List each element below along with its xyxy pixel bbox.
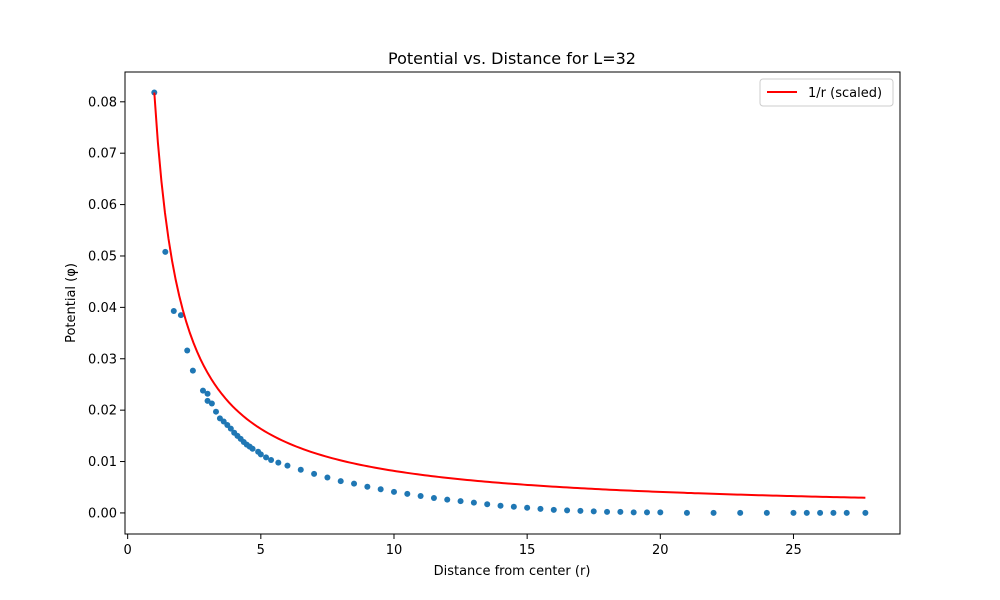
scatter-point xyxy=(643,509,650,516)
scatter-point xyxy=(204,390,211,397)
scatter-point xyxy=(324,474,331,481)
scatter-point xyxy=(351,480,358,487)
x-tick-label: 15 xyxy=(519,543,536,558)
scatter-point xyxy=(657,509,664,516)
scatter-point xyxy=(710,509,717,516)
y-tick-label: 0.00 xyxy=(88,506,117,521)
scatter-point xyxy=(297,466,304,473)
scatter-point xyxy=(843,509,850,516)
scatter-point xyxy=(390,488,397,495)
scatter-point xyxy=(337,478,344,485)
scatter-point xyxy=(162,248,169,255)
scatter-point xyxy=(550,506,557,513)
scatter-point xyxy=(377,486,384,493)
y-tick-label: 0.02 xyxy=(88,404,117,419)
y-tick-label: 0.03 xyxy=(88,352,117,367)
scatter-point xyxy=(275,459,282,466)
scatter-point xyxy=(189,367,196,374)
x-tick-label: 5 xyxy=(257,543,265,558)
x-tick-label: 20 xyxy=(652,543,669,558)
scatter-point xyxy=(170,307,177,314)
y-tick-label: 0.05 xyxy=(88,249,117,264)
scatter-point xyxy=(763,509,770,516)
scatter-point xyxy=(213,408,220,415)
scatter-point xyxy=(577,507,584,514)
y-axis-label: Potential (φ) xyxy=(64,263,79,343)
scatter-point xyxy=(184,347,191,354)
scatter-point xyxy=(484,501,491,508)
plot-area xyxy=(124,71,901,535)
scatter-point xyxy=(208,400,215,407)
scatter-point xyxy=(830,509,837,516)
scatter-point xyxy=(204,397,211,404)
scatter-point xyxy=(199,387,206,394)
x-tick-label: 25 xyxy=(785,543,802,558)
y-tick-label: 0.04 xyxy=(88,301,117,316)
scatter-point xyxy=(268,456,275,463)
x-axis: 0 5 10 15 20 25 xyxy=(124,534,802,558)
legend-entry-label: 1/r (scaled) xyxy=(808,86,882,101)
scatter-point xyxy=(564,507,571,514)
scatter-point xyxy=(364,483,371,490)
x-axis-label: Distance from center (r) xyxy=(434,564,591,579)
scatter-point xyxy=(790,509,797,516)
legend: 1/r (scaled) xyxy=(759,78,894,107)
scatter-point xyxy=(263,454,270,461)
scatter-point xyxy=(430,495,437,502)
x-tick-label: 0 xyxy=(124,543,132,558)
scatter-point xyxy=(257,451,264,458)
scatter-point xyxy=(417,492,424,499)
scatter-point xyxy=(284,462,291,469)
line-1-over-r xyxy=(153,92,866,499)
y-tick-label: 0.08 xyxy=(88,95,117,110)
x-tick-label: 10 xyxy=(386,543,403,558)
scatter-point xyxy=(683,509,690,516)
scatter-point xyxy=(737,509,744,516)
scatter-point xyxy=(590,508,597,515)
plot-frame xyxy=(124,71,901,535)
scatter-point xyxy=(497,502,504,509)
scatter-point xyxy=(537,505,544,512)
y-tick-label: 0.07 xyxy=(88,147,117,162)
scatter-point xyxy=(444,496,451,503)
scatter-point xyxy=(177,312,184,319)
legend-box xyxy=(759,78,894,107)
scatter-point xyxy=(457,498,464,505)
scatter-point xyxy=(630,509,637,516)
y-axis: 0.00 0.01 0.02 0.03 0.04 0.05 0.06 0.07 0.08 xyxy=(88,95,125,521)
scatter-series xyxy=(151,89,869,516)
scatter-point xyxy=(249,445,256,452)
chart-title: Potential vs. Distance for L=32 xyxy=(388,49,636,68)
scatter-point xyxy=(617,508,624,515)
scatter-point xyxy=(803,509,810,516)
scatter-point xyxy=(862,509,869,516)
scatter-point xyxy=(404,490,411,497)
scatter-point xyxy=(227,425,234,432)
scatter-point xyxy=(604,508,611,515)
scatter-point xyxy=(510,503,517,510)
scatter-point xyxy=(470,499,477,506)
line-series xyxy=(153,92,866,499)
scatter-point xyxy=(524,504,531,511)
y-tick-label: 0.06 xyxy=(88,198,117,213)
scatter-point xyxy=(151,89,158,96)
scatter-point xyxy=(817,509,824,516)
y-tick-label: 0.01 xyxy=(88,455,117,470)
scatter-point xyxy=(311,470,318,477)
